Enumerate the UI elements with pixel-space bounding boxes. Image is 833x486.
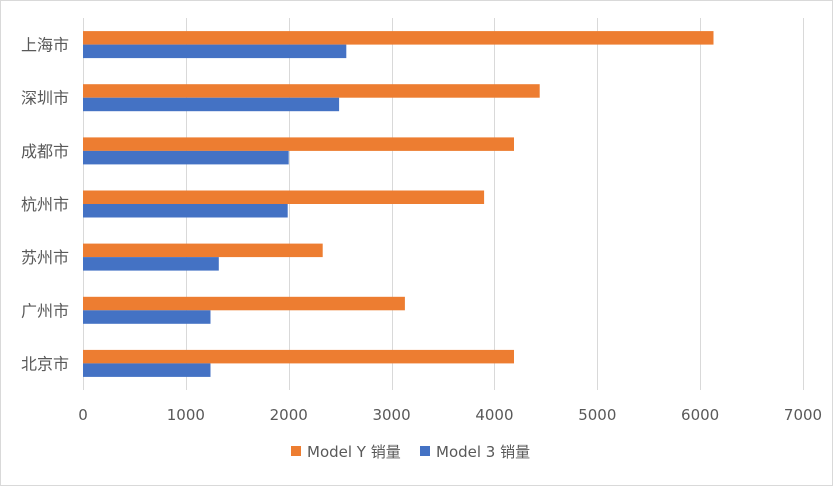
bars <box>83 31 714 377</box>
legend-item-model-y: Model Y 销量 <box>291 443 401 461</box>
model-3-bar <box>83 97 340 112</box>
legend-swatch <box>420 446 430 456</box>
model-y-bar <box>83 84 540 98</box>
legend: Model Y 销量 Model 3 销量 <box>291 443 530 461</box>
x-tick-label: 2000 <box>270 406 308 424</box>
legend-label: Model Y 销量 <box>307 443 401 461</box>
x-tick-label: 7000 <box>784 406 822 424</box>
model-3-bar <box>83 257 219 271</box>
model-3-bar <box>83 150 289 165</box>
category-label: 广州市 <box>21 301 69 320</box>
model-y-bar <box>83 349 514 364</box>
category-label: 苏州市 <box>21 248 69 267</box>
model-3-bar <box>83 310 211 324</box>
model-y-bar <box>83 31 714 45</box>
x-tick-label: 3000 <box>372 406 410 424</box>
x-tick-label: 1000 <box>167 406 205 424</box>
legend-swatch <box>291 446 301 456</box>
category-label: 上海市 <box>21 36 69 55</box>
model-3-bar <box>83 44 347 59</box>
model-y-bar <box>83 137 514 151</box>
model-y-bar <box>83 296 405 311</box>
x-tick-label: 0 <box>78 406 88 424</box>
x-tick-label: 5000 <box>578 406 616 424</box>
category-label: 深圳市 <box>21 89 69 108</box>
x-axis-ticks: 0 1000 2000 3000 4000 5000 6000 7000 <box>78 406 822 424</box>
category-label: 北京市 <box>21 354 69 373</box>
model-y-bar <box>83 243 323 258</box>
x-tick-label: 4000 <box>475 406 513 424</box>
legend-item-model-3: Model 3 销量 <box>420 443 530 461</box>
model-y-bar <box>83 190 485 204</box>
category-label: 杭州市 <box>21 195 69 214</box>
model-3-bar <box>83 363 211 377</box>
x-tick-label: 6000 <box>681 406 719 424</box>
legend-label: Model 3 销量 <box>436 443 530 461</box>
category-label: 成都市 <box>21 142 69 161</box>
model-3-bar <box>83 204 288 218</box>
